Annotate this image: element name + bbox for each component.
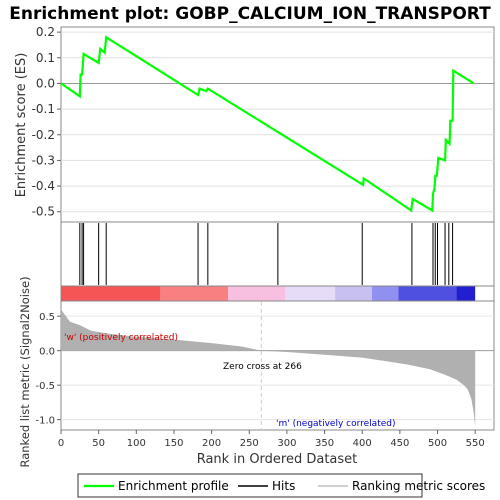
x-tick-label: 550: [466, 438, 485, 449]
es-tick-label: -0.5: [32, 205, 55, 219]
es-y-axis-title: Enrichment score (ES): [14, 53, 29, 198]
legend-label-ranking: Ranking metric scores: [352, 479, 485, 493]
ranking-bar-segment: [372, 286, 399, 301]
hit-lines: [79, 223, 454, 285]
chart-title: Enrichment plot: GOBP_CALCIUM_ION_TRANSP…: [9, 4, 491, 24]
legend-label-hits: Hits: [272, 479, 295, 493]
x-tick-label: 50: [92, 438, 105, 449]
x-tick-label: 0: [58, 438, 64, 449]
es-tick-label: 0.0: [36, 76, 55, 90]
x-tick-label: 150: [164, 438, 183, 449]
ranking-bar-segment: [228, 286, 286, 301]
metric-tick-label: 0.5: [39, 312, 55, 323]
es-y-ticks: 0.2 0.1 0.0 -0.1 -0.2 -0.3 -0.4 -0.5: [32, 25, 61, 219]
x-axis-ticks: 0 50 100 150 200 250 300 350 400 450 500 550: [58, 430, 485, 449]
metric-panel: 0.5 0.0 -0.5 -1.0 'w' (positively correlate…: [18, 276, 495, 468]
ranking-bar-segment: [456, 286, 476, 301]
metric-y-axis-title: Ranked list metric (Signal2Noise): [18, 276, 32, 467]
metric-tick-label: -1.0: [35, 416, 55, 427]
legend: Enrichment profile Hits Ranking metric s…: [77, 473, 485, 498]
es-tick-label: -0.3: [32, 153, 55, 167]
enrichment-frame: [60, 26, 495, 223]
x-tick-label: 450: [390, 438, 409, 449]
legend-label-enrichment: Enrichment profile: [118, 479, 229, 493]
es-tick-label: -0.4: [32, 179, 55, 193]
es-tick-label: 0.1: [36, 51, 55, 65]
es-tick-label: -0.1: [32, 102, 55, 116]
zero-cross-label: Zero cross at 266: [223, 362, 302, 372]
ranking-color-bar: [61, 286, 476, 301]
negative-correlation-label: 'm' (negatively correlated): [276, 419, 395, 429]
ranking-bar-segment: [335, 286, 373, 301]
x-tick-label: 100: [127, 438, 146, 449]
enrichment-panel: 0.2 0.1 0.0 -0.1 -0.2 -0.3 -0.4 -0.5 Enrichment…: [14, 25, 495, 223]
es-gridlines: [61, 31, 494, 213]
es-tick-label: -0.2: [32, 128, 55, 142]
x-tick-label: 400: [353, 438, 372, 449]
ranking-bar-segment: [398, 286, 457, 301]
es-tick-label: 0.2: [36, 25, 55, 39]
positive-correlation-label: 'w' (positively correlated): [64, 333, 178, 343]
enrichment-profile-line: [60, 35, 475, 213]
x-tick-label: 300: [277, 438, 296, 449]
metric-tick-label: -0.5: [35, 381, 55, 392]
metric-tick-label: 0.0: [39, 347, 55, 358]
x-tick-label: 200: [202, 438, 221, 449]
x-tick-label: 350: [315, 438, 334, 449]
x-axis-title: Rank in Ordered Dataset: [197, 452, 358, 467]
ranking-bar-segment: [160, 286, 229, 301]
x-tick-label: 500: [428, 438, 447, 449]
metric-y-ticks: 0.5 0.0 -0.5 -1.0: [35, 312, 61, 427]
ranking-bar-segment: [285, 286, 336, 301]
ranking-bar-segment: [61, 286, 161, 301]
x-tick-label: 250: [240, 438, 259, 449]
hits-panel: [60, 221, 495, 287]
metric-gridlines: [61, 315, 494, 421]
